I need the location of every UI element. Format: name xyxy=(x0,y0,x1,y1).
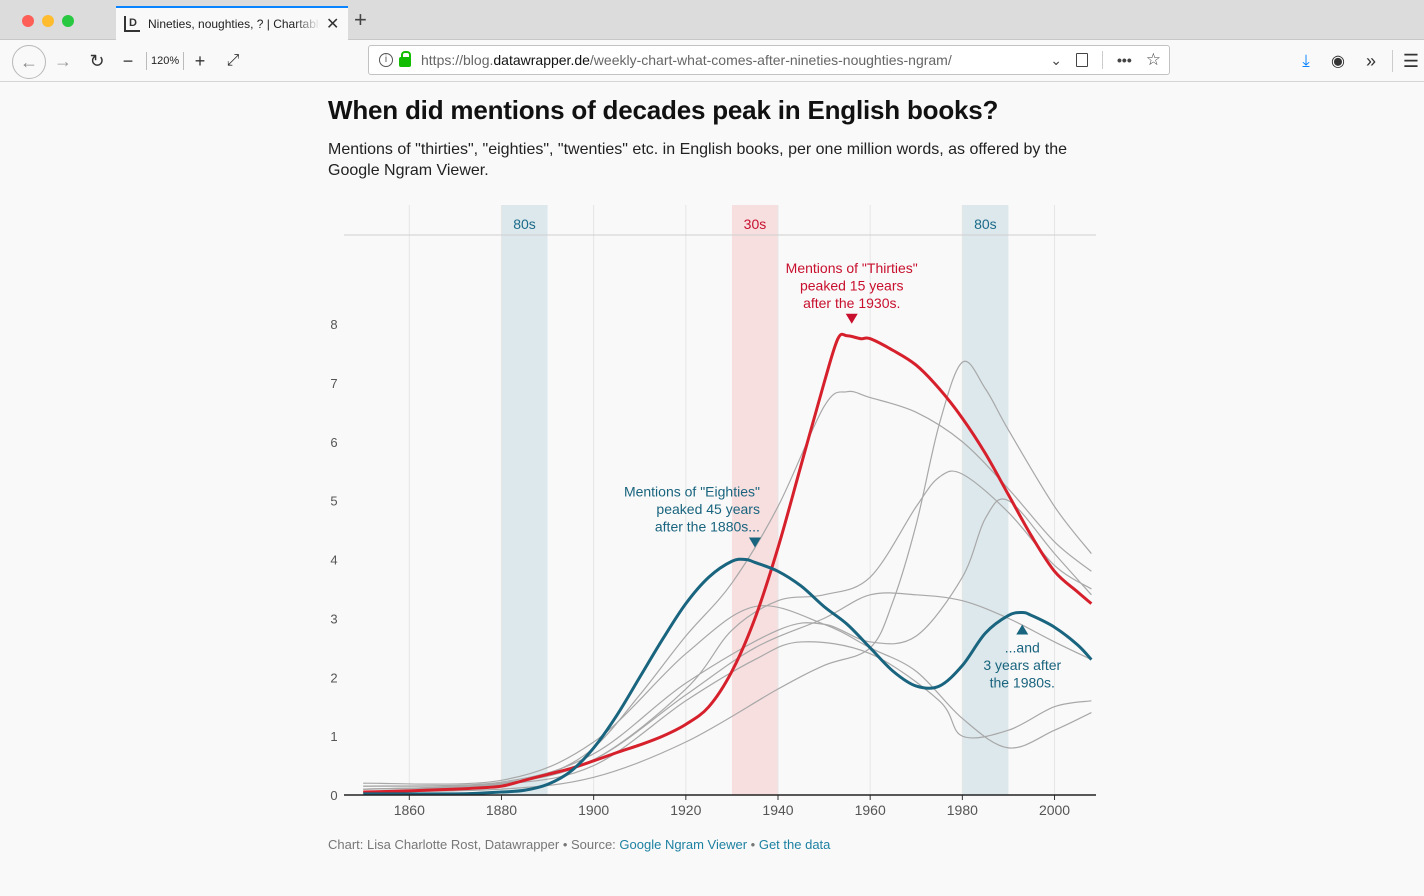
line-chart: 80s 30s 80s 0 1 2 3 4 5 6 7 8 1860 1880 1900 1920 1940 19… xyxy=(330,205,1096,818)
y-tick-label: 4 xyxy=(330,553,337,568)
annotation-text: Mentions of "Eighties" xyxy=(624,484,760,500)
annotation-text: the 1980s. xyxy=(990,674,1055,690)
tab-title: Nineties, noughties, ? | Chartable xyxy=(148,17,320,31)
annotation-text: peaked 45 years xyxy=(656,501,760,517)
y-tick-label: 6 xyxy=(330,435,337,450)
decade-band xyxy=(962,205,1009,795)
minimize-window-button[interactable] xyxy=(42,15,54,27)
annotation-text: Mentions of "Thirties" xyxy=(786,260,918,276)
series-line-twenties xyxy=(363,605,1092,785)
zoom-out-button[interactable]: − xyxy=(122,50,134,71)
back-button[interactable]: ← xyxy=(12,45,46,79)
annotation-text: ...and xyxy=(1005,639,1040,655)
annotation-text: after the 1880s... xyxy=(655,519,760,535)
annotation-text: peaked 15 years xyxy=(800,277,904,293)
series-line-seventies xyxy=(363,360,1092,793)
more-actions-icon[interactable]: ••• xyxy=(1117,52,1132,68)
fullscreen-icon[interactable]: ⤢ xyxy=(226,52,240,69)
reload-button[interactable]: ↻ xyxy=(89,50,105,71)
decade-band xyxy=(731,205,778,795)
zoom-level[interactable]: 120% xyxy=(146,52,185,70)
info-icon[interactable]: i xyxy=(379,53,393,67)
chevron-down-icon[interactable]: ⌄ xyxy=(1050,51,1063,68)
y-tick-label: 7 xyxy=(330,376,337,391)
band-label: 30s xyxy=(744,216,767,232)
chart-subtitle: Mentions of "thirties", "eighties", "twe… xyxy=(328,141,1068,179)
chart-footer: Chart: Lisa Charlotte Rost, Datawrapper … xyxy=(328,837,830,852)
band-label: 80s xyxy=(974,216,997,232)
x-tick-label: 1980 xyxy=(947,802,978,818)
divider xyxy=(1392,50,1393,72)
y-tick-label: 2 xyxy=(330,670,337,685)
chart-title: When did mentions of decades peak in Eng… xyxy=(328,95,999,125)
hamburger-menu-icon[interactable]: ☰ xyxy=(1402,50,1420,71)
reader-view-icon[interactable] xyxy=(1076,53,1089,67)
account-icon[interactable]: ◉ xyxy=(1331,53,1345,70)
favicon-icon: D xyxy=(124,16,140,32)
y-tick-label: 8 xyxy=(330,317,337,332)
x-tick-label: 1920 xyxy=(670,802,701,818)
y-tick-label: 1 xyxy=(330,729,337,744)
y-tick-label: 3 xyxy=(330,611,337,626)
close-window-button[interactable] xyxy=(22,15,34,27)
x-tick-label: 1860 xyxy=(394,802,425,818)
annotation-arrow-down-icon xyxy=(845,313,858,324)
y-tick-label: 0 xyxy=(330,788,337,803)
footer-separator: • xyxy=(747,837,759,852)
annotation-text: 3 years after xyxy=(983,657,1061,673)
source-link[interactable]: Google Ngram Viewer xyxy=(619,837,748,852)
band-label: 80s xyxy=(513,216,536,232)
y-tick-label: 5 xyxy=(330,494,337,509)
x-tick-label: 2000 xyxy=(1039,802,1070,818)
annotation-text: after the 1930s. xyxy=(803,295,900,311)
tab-active[interactable]: D Nineties, noughties, ? | Chartable ✕ xyxy=(116,6,348,40)
x-tick-label: 1900 xyxy=(578,802,609,818)
page-content: When did mentions of decades peak in Eng… xyxy=(0,83,1424,896)
forward-button[interactable]: → xyxy=(54,50,72,71)
zoom-in-button[interactable]: + xyxy=(194,50,206,71)
x-tick-label: 1940 xyxy=(762,802,793,818)
annotation-arrow-up-icon xyxy=(1016,624,1029,635)
divider xyxy=(1102,51,1104,69)
download-icon[interactable]: ⤓ xyxy=(1302,51,1310,70)
url-text[interactable]: https://blog.datawrapper.de/weekly-chart… xyxy=(421,52,952,68)
url-bar[interactable]: i https://blog.datawrapper.de/weekly-cha… xyxy=(368,45,1170,75)
get-the-data-link[interactable]: Get the data xyxy=(758,837,831,852)
series-line-thirties xyxy=(363,332,1093,794)
x-tick-label: 1880 xyxy=(486,802,517,818)
nav-bar: ← → ↻ − 120% + ⤢ i https://blog.datawrap… xyxy=(0,40,1424,82)
x-tick-label: 1960 xyxy=(855,802,886,818)
tab-bar: D Nineties, noughties, ? | Chartable ✕ + xyxy=(0,0,1424,40)
footer-credit: Chart: Lisa Charlotte Rost, Datawrapper … xyxy=(328,837,620,852)
series-line-eighties xyxy=(363,557,1093,796)
series-line-forties xyxy=(363,592,1092,787)
close-tab-icon[interactable]: ✕ xyxy=(326,16,340,33)
bookmark-star-icon[interactable]: ☆ xyxy=(1145,50,1161,69)
decade-band xyxy=(501,205,548,795)
series-line-noughties xyxy=(363,641,1092,790)
lock-icon[interactable] xyxy=(399,51,411,67)
new-tab-button[interactable]: + xyxy=(354,7,367,32)
series-line-nineties xyxy=(363,498,1092,787)
annotation-arrow-down-icon xyxy=(748,537,761,548)
maximize-window-button[interactable] xyxy=(62,15,74,27)
overflow-menu-icon[interactable]: » xyxy=(1365,50,1376,71)
